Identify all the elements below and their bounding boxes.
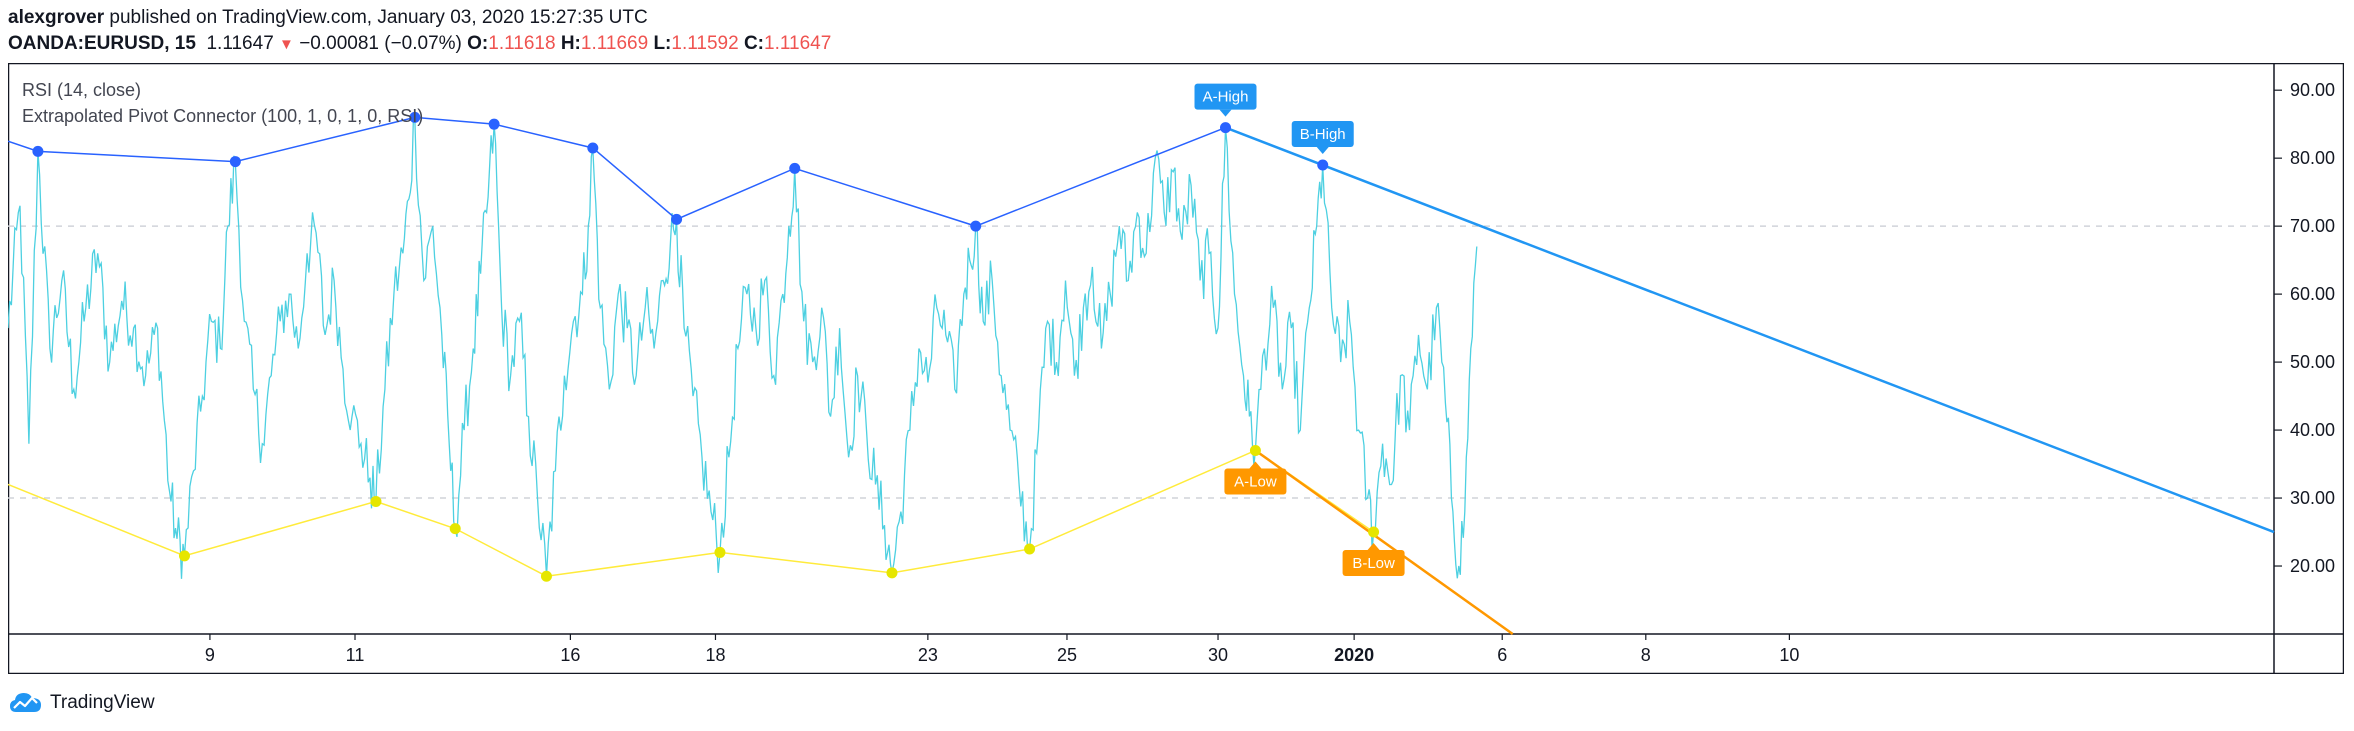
- reference-levels: [8, 225, 2274, 499]
- x-tick-label: 25: [1057, 645, 1077, 665]
- rsi-chart[interactable]: A-High B-High A-Low B-Low 90.00 80.00 70.00 60…: [7, 62, 2345, 675]
- low-pivot-point[interactable]: [1249, 444, 1261, 456]
- pivot-label-b-high[interactable]: B-High: [1291, 120, 1354, 154]
- x-tick-label: 30: [1208, 645, 1228, 665]
- pivot-label-pointer: [1367, 543, 1380, 551]
- high-pivot-connector[interactable]: [7, 116, 1323, 227]
- close-value: 1.11647: [764, 33, 832, 54]
- low-pivot-point[interactable]: [714, 546, 726, 558]
- pivot-label-a-low[interactable]: A-Low: [1224, 461, 1287, 495]
- x-tick-label: 18: [705, 645, 725, 665]
- symbol-info-bar: OANDA:EURUSD, 15 1.11647 ▼ −0.00081 (−0.…: [8, 30, 831, 59]
- pivot-label-pointer: [1249, 461, 1262, 469]
- x-tick-label: 11: [346, 645, 365, 665]
- high-pivot-point[interactable]: [1317, 159, 1329, 171]
- x-tick-label: 6: [1497, 645, 1507, 665]
- low-label: L:: [653, 33, 672, 54]
- pivot-label-box: [1194, 83, 1257, 110]
- low-pivot-point[interactable]: [1024, 543, 1036, 555]
- x-tick-label: 16: [560, 645, 580, 665]
- price-change: −0.00081 (−0.07%): [299, 33, 462, 54]
- pivot-label-a-high[interactable]: A-High: [1194, 83, 1257, 117]
- pivot-label-box: [1342, 550, 1405, 577]
- y-tick-label: 80.00: [2290, 148, 2335, 168]
- low-pivot-point[interactable]: [449, 523, 461, 535]
- pivot-label-b-low[interactable]: B-Low: [1342, 543, 1405, 577]
- low-extrapolation-line[interactable]: [1254, 449, 1514, 636]
- time-axis[interactable]: 9 11 16 18 23 25 30 2020 6 8 10: [205, 634, 1799, 665]
- legend-epc[interactable]: Extrapolated Pivot Connector (100, 1, 0,…: [22, 106, 423, 126]
- publish-info: alexgrover published on TradingView.com,…: [8, 4, 648, 32]
- plot-area[interactable]: A-High B-High A-Low B-Low: [7, 83, 2275, 636]
- symbol-label: OANDA:EURUSD, 15: [8, 33, 196, 54]
- y-tick-label: 50.00: [2290, 352, 2335, 372]
- high-pivot-point[interactable]: [409, 111, 421, 123]
- low-pivot-connector[interactable]: [7, 449, 1375, 577]
- x-tick-label: 2020: [1334, 645, 1374, 665]
- chart-border: [7, 62, 2345, 675]
- high-pivot-point[interactable]: [32, 145, 44, 157]
- rsi-line[interactable]: [7, 117, 1478, 579]
- x-tick-label: 23: [918, 645, 938, 665]
- x-tick-label: 9: [205, 645, 215, 665]
- low-value: 1.11592: [671, 33, 739, 54]
- low-pivot-point[interactable]: [370, 495, 382, 507]
- y-tick-label: 40.00: [2290, 420, 2335, 440]
- legend-rsi[interactable]: RSI (14, close): [22, 80, 141, 100]
- high-pivot-point[interactable]: [229, 156, 241, 168]
- down-triangle-icon: ▼: [279, 36, 294, 53]
- pivot-label-text: B-High: [1300, 126, 1346, 143]
- high-pivot-point[interactable]: [587, 142, 599, 154]
- pivot-label-pointer: [1219, 109, 1232, 117]
- x-tick-label: 8: [1641, 645, 1651, 665]
- tradingview-brand: TradingView: [50, 692, 155, 713]
- pivot-label-box: [1291, 120, 1354, 147]
- y-tick-label: 70.00: [2290, 216, 2335, 236]
- open-value: 1.11618: [488, 33, 556, 54]
- pivot-label-pointer: [1316, 146, 1329, 154]
- low-pivot-point[interactable]: [178, 550, 190, 562]
- low-pivot-point[interactable]: [1368, 526, 1380, 538]
- high-pivot-point[interactable]: [1220, 122, 1232, 134]
- pivot-label-text: A-Low: [1234, 473, 1277, 490]
- y-tick-label: 90.00: [2290, 80, 2335, 100]
- last-price: 1.11647: [206, 33, 274, 54]
- high-value: 1.11669: [580, 33, 649, 54]
- tradingview-logo-icon: [10, 693, 41, 712]
- low-pivot-point[interactable]: [540, 570, 552, 582]
- y-tick-label: 20.00: [2290, 556, 2335, 576]
- high-pivot-point[interactable]: [488, 118, 500, 130]
- y-tick-label: 30.00: [2290, 488, 2335, 508]
- high-label: H:: [560, 33, 581, 54]
- chart-frame[interactable]: A-High B-High A-Low B-Low 90.00 80.00 70.00 60…: [7, 62, 2345, 675]
- x-tick-label: 10: [1779, 645, 1799, 665]
- high-pivot-point[interactable]: [671, 213, 683, 225]
- pivot-label-text: A-High: [1203, 89, 1249, 106]
- high-pivot-point[interactable]: [970, 220, 982, 232]
- y-tick-label: 60.00: [2290, 284, 2335, 304]
- pivot-label-text: B-Low: [1352, 555, 1395, 572]
- author-name[interactable]: alexgrover: [8, 7, 105, 28]
- tradingview-footer[interactable]: TradingView: [8, 688, 155, 718]
- low-pivot-point[interactable]: [886, 567, 898, 579]
- high-extrapolation-line[interactable]: [1225, 126, 2275, 534]
- published-text: published on TradingView.com, January 03…: [109, 7, 648, 28]
- price-axis[interactable]: 90.00 80.00 70.00 60.00 50.00 40.00 30.00 20.00: [2274, 80, 2335, 576]
- open-label: O:: [467, 33, 489, 54]
- pivot-label-box: [1224, 468, 1287, 495]
- high-pivot-point[interactable]: [789, 162, 801, 174]
- close-label: C:: [743, 33, 765, 54]
